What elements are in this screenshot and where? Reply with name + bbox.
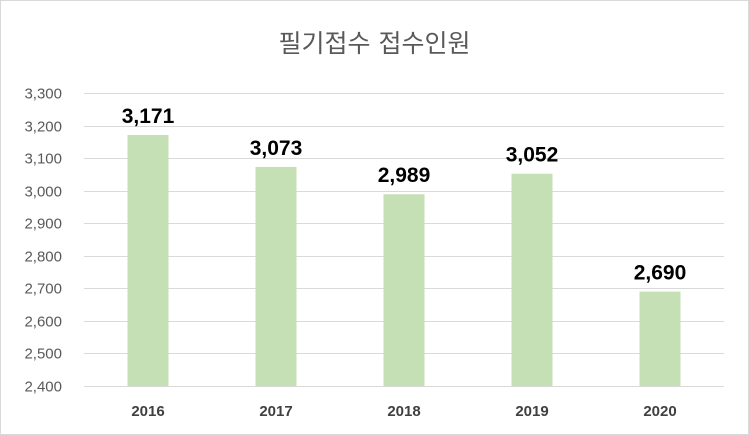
data-label: 3,171 bbox=[122, 105, 175, 128]
data-label: 3,052 bbox=[506, 144, 559, 167]
y-axis-tick-labels: 2,400 2,500 2,600 2,700 2,800 2,900 3,000 3,100… bbox=[24, 86, 62, 396]
y-tick-label: 2,800 bbox=[24, 249, 62, 266]
x-tick-label: 2018 bbox=[387, 403, 420, 420]
data-labels: 3,171 3,073 2,989 3,052 2,690 bbox=[122, 105, 687, 285]
bars bbox=[127, 134, 681, 386]
x-tick-label: 2016 bbox=[131, 403, 164, 420]
x-axis-tick-labels: 2016 2017 2018 2019 2020 bbox=[131, 403, 676, 420]
chart-title: 필기접수 접수인원 bbox=[278, 29, 471, 58]
bar bbox=[639, 291, 681, 386]
y-tick-label: 3,100 bbox=[24, 151, 62, 168]
y-tick-label: 2,900 bbox=[24, 216, 62, 233]
y-tick-label: 2,700 bbox=[24, 281, 62, 298]
x-tick-label: 2017 bbox=[259, 403, 292, 420]
x-tick-label: 2020 bbox=[643, 403, 676, 420]
y-tick-label: 3,000 bbox=[24, 184, 62, 201]
y-tick-label: 3,200 bbox=[24, 119, 62, 136]
bar bbox=[127, 134, 169, 386]
x-tick-label: 2019 bbox=[515, 403, 548, 420]
y-tick-label: 2,400 bbox=[24, 379, 62, 396]
bar bbox=[383, 194, 425, 386]
y-tick-label: 2,600 bbox=[24, 314, 62, 331]
data-label: 2,989 bbox=[378, 164, 431, 187]
y-tick-label: 2,500 bbox=[24, 346, 62, 363]
bar bbox=[511, 173, 553, 386]
data-label: 2,690 bbox=[634, 262, 687, 285]
y-tick-label: 3,300 bbox=[24, 86, 62, 103]
bar bbox=[255, 166, 297, 386]
data-label: 3,073 bbox=[250, 137, 303, 160]
